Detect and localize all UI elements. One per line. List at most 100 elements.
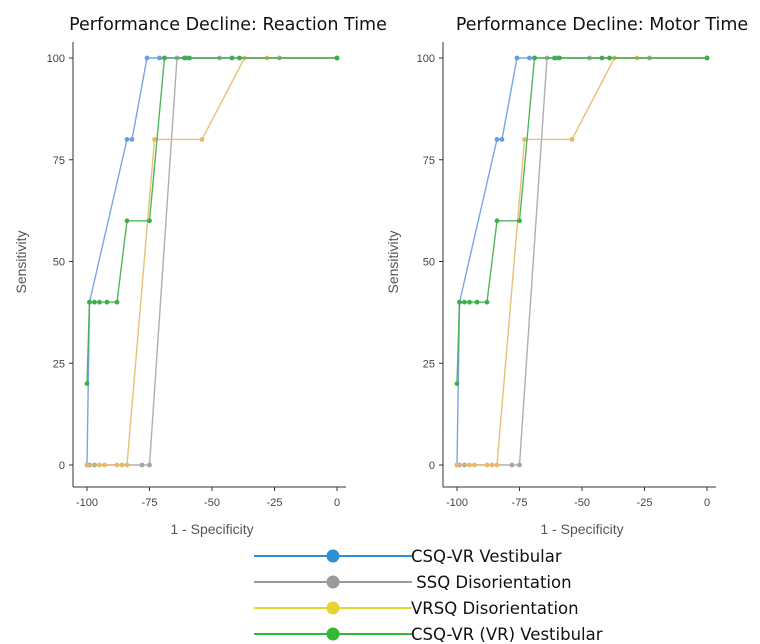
data-point	[162, 55, 167, 61]
legend-marker	[326, 601, 340, 615]
data-point	[494, 462, 500, 468]
data-point	[84, 462, 90, 468]
data-point	[139, 462, 145, 468]
data-point	[92, 299, 97, 305]
legend-item: CSQ-VR (VR) Vestibular	[254, 625, 603, 644]
data-point	[472, 462, 477, 468]
legend-marker	[326, 575, 340, 589]
data-point	[104, 299, 110, 305]
data-point	[474, 299, 480, 305]
x-tick-label: -75	[512, 497, 528, 509]
legend: CSQ-VR Vestibular SSQ Disorientation VRSQ…	[254, 547, 603, 644]
y-tick-label: 0	[429, 460, 435, 472]
x-tick-label: 0	[334, 497, 340, 509]
data-point	[517, 462, 522, 468]
y-tick-label: 75	[423, 155, 435, 167]
data-point	[144, 55, 150, 61]
x-tick-label: -100	[446, 497, 468, 509]
series-1	[84, 55, 340, 468]
y-tick-label: 0	[59, 460, 65, 472]
data-point	[532, 55, 537, 61]
y-tick-label: 100	[417, 53, 435, 65]
y-axis-label: Sensitivity	[385, 230, 401, 293]
data-point	[157, 55, 162, 61]
data-point	[552, 55, 557, 61]
data-point	[499, 137, 505, 142]
series-4	[84, 55, 340, 386]
data-point	[87, 299, 92, 305]
y-tick-label: 75	[53, 155, 65, 167]
data-point	[462, 299, 467, 305]
data-point	[494, 137, 500, 142]
x-tick-label: -100	[76, 497, 98, 509]
data-point	[97, 462, 102, 468]
data-point	[199, 137, 205, 142]
data-point	[124, 218, 130, 224]
series-4	[454, 55, 710, 386]
data-point	[454, 381, 460, 386]
data-point	[704, 55, 710, 61]
chart-panel-1: Performance Decline: Reaction Time 0 25 50 7…	[13, 15, 387, 537]
data-point	[147, 218, 152, 224]
x-tick-label: -25	[267, 497, 283, 509]
y-tick-label: 50	[423, 257, 435, 269]
data-point	[522, 137, 527, 142]
legend-item: VRSQ Disorientation	[254, 599, 579, 618]
data-point	[494, 218, 500, 224]
x-tick-label: -25	[637, 497, 653, 509]
data-point	[454, 462, 460, 468]
chart-panels: Performance Decline: Reaction Time 0 25 50 7…	[13, 15, 748, 537]
data-point	[467, 299, 472, 305]
y-tick-label: 25	[53, 358, 65, 370]
data-point	[124, 462, 130, 468]
legend-label: CSQ-VR (VR) Vestibular	[411, 625, 603, 644]
data-point	[84, 381, 90, 386]
series-line	[87, 57, 337, 466]
data-point	[334, 55, 340, 61]
data-point	[237, 55, 242, 61]
legend-marker	[326, 549, 340, 563]
data-point	[489, 462, 495, 468]
x-axis-label: 1 - Specificity	[170, 521, 253, 537]
series-line	[457, 57, 707, 466]
legend-item: SSQ Disorientation	[254, 573, 572, 592]
data-point	[182, 55, 187, 61]
x-tick-label: 0	[704, 497, 710, 509]
legend-label: VRSQ Disorientation	[411, 599, 579, 618]
x-tick-label: -50	[574, 497, 590, 509]
legend-label: SSQ Disorientation	[411, 573, 572, 592]
data-point	[114, 299, 120, 305]
data-point	[457, 299, 462, 305]
series-line	[86, 57, 337, 384]
x-tick-label: -50	[204, 497, 220, 509]
chart-panel-2: Performance Decline: Motor Time 0 25 50 75 10…	[385, 15, 748, 537]
data-point	[119, 462, 125, 468]
series-3	[84, 55, 340, 468]
data-point	[527, 55, 532, 61]
data-point	[102, 462, 107, 468]
data-point	[114, 462, 120, 468]
series-3	[454, 55, 710, 468]
data-point	[229, 55, 235, 61]
series-2	[454, 55, 710, 468]
data-point	[599, 55, 605, 61]
legend-label: CSQ-VR Vestibular	[411, 547, 562, 566]
data-point	[607, 55, 612, 61]
x-tick-label: -75	[142, 497, 158, 509]
chart-title: Performance Decline: Motor Time	[456, 15, 748, 35]
data-point	[514, 55, 520, 61]
data-point	[569, 137, 575, 142]
data-point	[467, 462, 472, 468]
legend-marker	[326, 627, 340, 641]
series-1	[454, 55, 710, 468]
series-2	[84, 55, 340, 468]
x-axis-label: 1 - Specificity	[540, 521, 623, 537]
data-point	[484, 462, 490, 468]
data-point	[97, 299, 102, 305]
data-point	[484, 299, 490, 305]
y-tick-label: 100	[47, 53, 65, 65]
data-point	[124, 137, 130, 142]
y-tick-label: 50	[53, 257, 65, 269]
series-line	[456, 57, 707, 384]
